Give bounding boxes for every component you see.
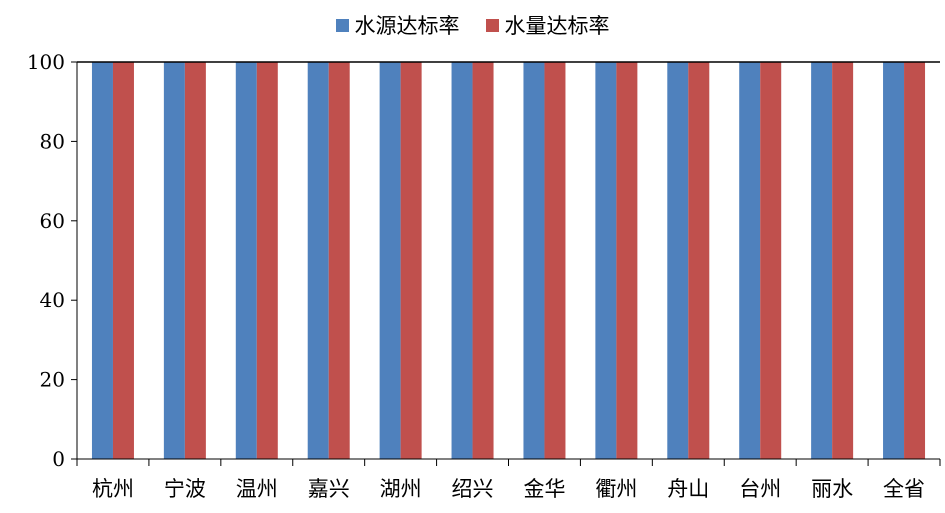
bar-series-1 [739,62,761,459]
x-tick-label: 金华 [523,477,565,501]
legend-item-series-2: 水量达标率 [485,10,610,40]
legend-swatch-series-2 [485,18,499,32]
x-tick-label: 舟山 [667,477,709,501]
bar-series-1 [451,62,473,459]
bar-series-2 [760,62,782,459]
bar-series-1 [811,62,833,459]
y-tick-label: 20 [40,368,65,392]
bar-series-1 [307,62,329,459]
bar-series-1 [235,62,257,459]
bar-series-2 [832,62,854,459]
y-tick-label: 80 [40,129,65,153]
x-tick-label: 全省 [883,477,925,501]
bar-series-2 [112,62,134,459]
x-tick-label: 温州 [236,477,278,501]
legend: 水源达标率 水量达标率 [0,10,945,40]
x-tick-label: 台州 [739,477,781,501]
bar-series-2 [616,62,638,459]
y-tick-label: 60 [40,209,65,233]
legend-swatch-series-1 [335,18,349,32]
y-tick-label: 40 [40,288,65,312]
legend-label-series-2: 水量达标率 [504,14,610,38]
bar-series-1 [595,62,617,459]
bar-series-2 [688,62,710,459]
bar-series-2 [328,62,350,459]
x-tick-label: 衢州 [595,477,637,501]
bar-series-2 [184,62,206,459]
x-tick-label: 宁波 [164,477,206,501]
bar-series-2 [904,62,926,459]
x-tick-label: 丽水 [811,477,853,501]
legend-label-series-1: 水源达标率 [354,14,460,38]
y-tick-label: 100 [27,50,65,74]
bar-series-2 [256,62,278,459]
bar-series-1 [667,62,689,459]
bar-series-1 [163,62,185,459]
y-tick-label: 0 [52,447,65,471]
x-tick-label: 嘉兴 [308,477,350,501]
bar-series-2 [400,62,422,459]
bar-series-2 [472,62,494,459]
x-tick-label: 杭州 [92,477,134,501]
bar-series-1 [379,62,401,459]
x-tick-label: 湖州 [380,477,422,501]
bar-series-1 [91,62,113,459]
legend-item-series-1: 水源达标率 [335,10,460,40]
bar-series-1 [523,62,545,459]
bar-series-2 [544,62,566,459]
x-tick-label: 绍兴 [452,477,494,501]
bar-series-1 [883,62,905,459]
